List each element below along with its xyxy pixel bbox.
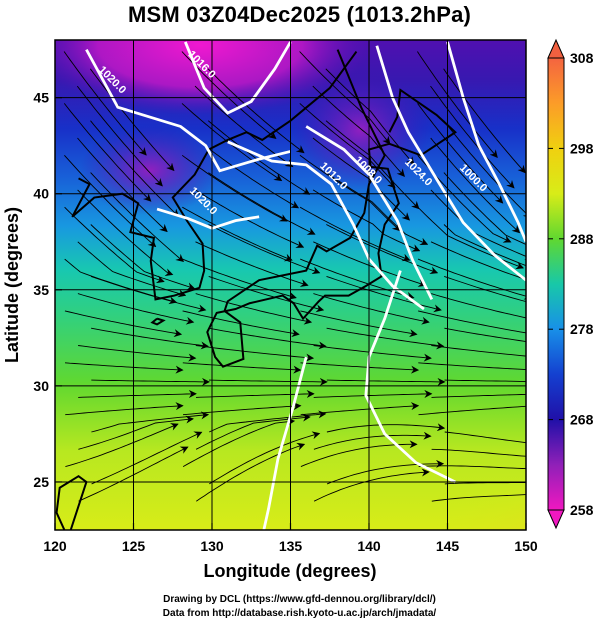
x-tick-label: 135 [279, 538, 303, 554]
y-tick-label: 30 [33, 378, 49, 394]
x-axis-ticks: 120 125 130 135 140 145 150 [43, 523, 538, 554]
x-tick-label: 120 [43, 538, 67, 554]
colorbar: 308 298 288 278 268 258 [547, 38, 594, 530]
colorbar-tick-label: 308 [570, 50, 594, 66]
colorbar-tick-label: 298 [570, 140, 594, 156]
y-tick-label: 40 [33, 186, 49, 202]
x-tick-label: 145 [436, 538, 460, 554]
wind-streamlines [63, 51, 526, 502]
x-axis-label: Longitude (degrees) [203, 561, 376, 581]
x-tick-label: 140 [357, 538, 381, 554]
y-axis-label: Latitude (degrees) [2, 207, 22, 363]
x-tick-label: 150 [514, 538, 538, 554]
colorbar-tick-label: 278 [570, 321, 594, 337]
lat-lon-grid [55, 40, 526, 530]
y-tick-label: 35 [33, 282, 49, 298]
colorbar-tick-label: 258 [570, 502, 594, 518]
colorbar-min-arrow [547, 509, 565, 530]
colorbar-tick-label: 268 [570, 412, 594, 428]
x-tick-label: 125 [122, 538, 146, 554]
y-tick-label: 25 [33, 474, 49, 490]
y-axis-ticks: 25 30 35 40 45 [33, 90, 62, 490]
x-tick-label: 130 [200, 538, 224, 554]
credits: Drawing by DCL (https://www.gfd-dennou.o… [0, 593, 599, 621]
credit-data: Data from http://database.rish.kyoto-u.a… [162, 608, 437, 619]
y-tick-label: 45 [33, 90, 49, 106]
credit-drawing: Drawing by DCL (https://www.gfd-dennou.o… [163, 594, 436, 605]
colorbar-max-arrow [547, 38, 565, 59]
map-title: MSM 03Z04Dec2025 (1013.2hPa) [127, 2, 472, 27]
colorbar-tick-label: 288 [570, 231, 594, 247]
